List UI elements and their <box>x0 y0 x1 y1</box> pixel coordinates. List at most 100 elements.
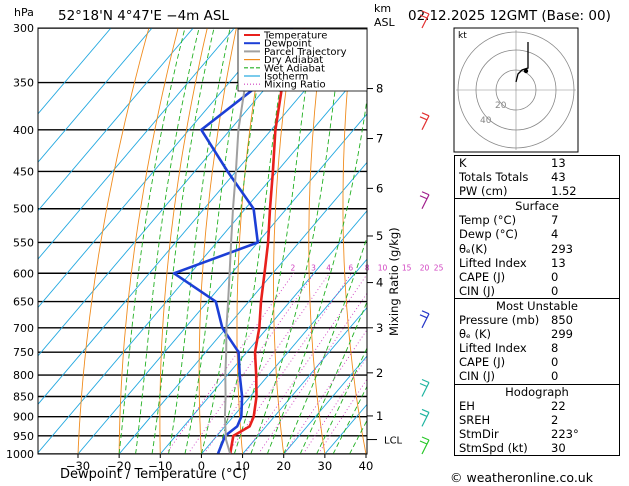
x-tick-label: 20 <box>276 459 291 473</box>
x-tick-label: −30 <box>66 459 90 473</box>
wind-barb-flag <box>421 10 430 15</box>
isotherm-line <box>159 210 367 454</box>
wind-barb-staff <box>421 412 430 427</box>
table-row: StmSpd (kt) 30 <box>459 440 566 455</box>
datetime-title: 02.12.2025 12GMT (Base: 00) <box>408 8 611 24</box>
mixing-ratio-line <box>187 273 315 454</box>
wind-barb-flag <box>421 436 430 441</box>
copyright: © weatheronline.co.uk <box>450 470 593 485</box>
wet-adiabat <box>316 347 367 454</box>
x-tick-label: −20 <box>107 459 131 473</box>
table-row: SREH 2 <box>459 412 559 427</box>
mixing-ratio-label: 3 <box>311 263 316 272</box>
wet-adiabat <box>299 300 367 454</box>
isotherm-line <box>242 306 367 454</box>
mixing-ratio-line <box>302 356 367 454</box>
pressure-tick-label: 450 <box>13 165 34 178</box>
pressure-tick-label: 800 <box>13 369 34 382</box>
legend-label: Parcel Trajectory <box>264 47 347 58</box>
isotherm-line <box>38 28 112 115</box>
isotherm-line <box>77 113 367 454</box>
isotherm-line <box>38 28 153 163</box>
pressure-tick-label: 750 <box>13 346 34 359</box>
table-row: PW (cm) 1.52 <box>459 184 577 199</box>
pressure-tick-label: 400 <box>13 124 34 137</box>
table-row: Temp (°C) 7 <box>459 213 559 228</box>
isotherm-line <box>201 258 367 454</box>
dry-adiabat <box>342 28 367 454</box>
mixing-ratio-label: 4 <box>326 263 331 272</box>
km-tick-label: 4 <box>376 276 383 290</box>
km-tick-label: 6 <box>376 181 383 195</box>
km-tick-label: 1 <box>376 409 383 423</box>
mixing-ratio-label: 10 <box>378 263 388 272</box>
wind-barb-flag <box>419 14 428 19</box>
pressure-tick-label: 350 <box>13 77 34 90</box>
wind-barb-flag <box>421 112 430 117</box>
pressure-tick-label: 850 <box>13 390 34 403</box>
background-lines <box>38 28 367 454</box>
wind-barb-staff <box>421 439 430 455</box>
legend-label: Temperature <box>263 31 327 42</box>
wind-barb-staff <box>421 382 430 397</box>
mixing-ratio-line <box>317 378 367 454</box>
wet-adiabat <box>217 28 290 454</box>
dry-adiabat <box>273 28 296 454</box>
wind-barb-flag <box>419 116 428 121</box>
series-parcel-trajectory <box>223 28 261 454</box>
pressure-tick-label: 900 <box>13 411 34 424</box>
dry-adiabat <box>118 28 179 454</box>
dry-adiabat <box>236 28 267 454</box>
legend-label: Isotherm <box>264 72 308 83</box>
wind-barb-flag <box>419 195 428 200</box>
mixing-ratio-label: 20 <box>420 263 430 272</box>
table-row: CIN (J) 0 <box>459 369 559 384</box>
dry-adiabat <box>159 28 208 454</box>
dry-adiabat <box>77 28 150 454</box>
mixing-ratio-line <box>203 273 330 454</box>
storm-motion-marker <box>523 68 529 74</box>
table-row: Lifted Index 8 <box>459 341 559 356</box>
pressure-tick-label: 500 <box>13 203 34 216</box>
lcl-label: LCL <box>384 436 403 447</box>
wind-barb-flag <box>421 408 430 413</box>
x-axis-title: Dewpoint / Temperature (°C) <box>60 467 247 482</box>
km-tick-label: 7 <box>376 132 383 146</box>
isotherm-line <box>38 64 367 454</box>
mixing-ratio-line <box>227 273 352 454</box>
table-row: θₑ(K) 293 <box>459 241 573 256</box>
x-tick-label: 30 <box>318 459 333 473</box>
wet-adiabat <box>168 28 231 454</box>
series-temperature <box>228 28 306 454</box>
hodograph-ring-label: 20 <box>495 101 507 111</box>
table-row: CAPE (J) 0 <box>459 355 559 370</box>
mixing-ratio-axis-label: Mixing Ratio (g/kg) <box>387 227 401 336</box>
dry-adiabat <box>308 28 326 454</box>
wet-adiabat <box>135 28 200 454</box>
pressure-tick-label: 1000 <box>6 448 34 461</box>
wet-adiabat <box>118 28 186 454</box>
wet-adiabat <box>200 28 268 454</box>
wind-barb-staff <box>421 115 430 131</box>
table-row: StmDir 223° <box>459 426 579 441</box>
hodograph-unit: kt <box>458 31 467 41</box>
wet-adiabat <box>266 96 367 454</box>
wet-adiabat <box>283 235 367 454</box>
pressure-tick-label: 300 <box>13 22 34 35</box>
isotherm-line <box>118 161 367 454</box>
wind-barb-flag <box>419 382 428 388</box>
km-tick-label: 2 <box>376 366 383 380</box>
km-tick-label: 5 <box>376 229 383 243</box>
mixing-ratio-label: 25 <box>434 263 444 272</box>
axes: 2 3 4 6 8 10 15 20 25300350400450500550600650700… <box>6 22 444 473</box>
legend-label: Dewpoint <box>264 39 312 50</box>
asl-unit-label: ASL <box>374 16 396 29</box>
x-tick-label: 0 <box>198 459 205 473</box>
isotherm-line <box>38 28 194 212</box>
wind-barb-staff <box>421 194 430 210</box>
surface-title: Surface <box>515 199 559 214</box>
km-unit-label: km <box>374 2 391 15</box>
